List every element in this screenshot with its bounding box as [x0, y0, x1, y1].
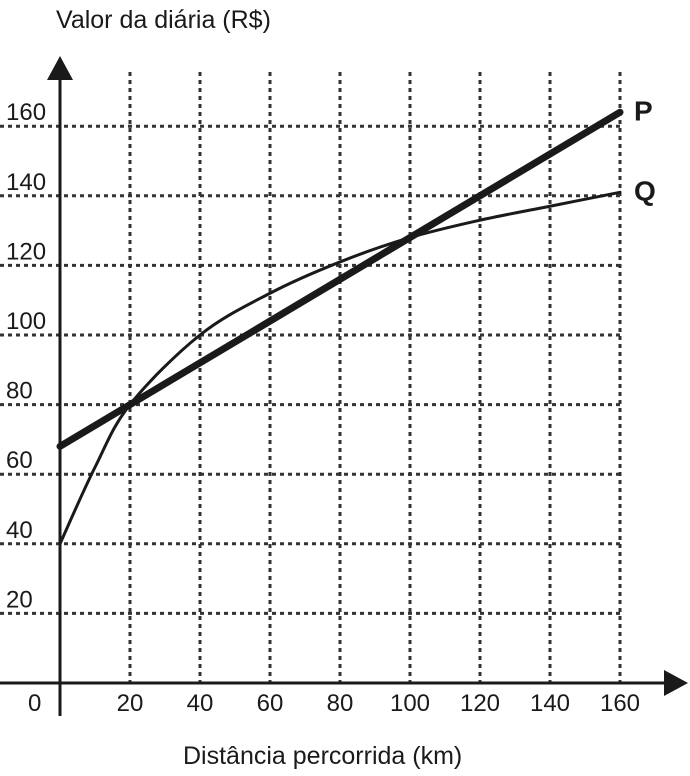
series: PQ: [56, 95, 656, 546]
y-tick-label: 80: [6, 378, 33, 405]
x-tick-label: 120: [460, 690, 500, 717]
y-tick-label: 140: [6, 169, 46, 196]
grid: [0, 72, 622, 683]
origin-label: 0: [28, 690, 41, 717]
x-tick-label: 40: [187, 690, 214, 717]
x-tick-label: 140: [530, 690, 570, 717]
y-axis-arrow: [47, 56, 73, 80]
series-line-q: [58, 190, 622, 546]
tick-labels: 20 40 60 80 100 120 140 160 20 40 60 80 100 120 140 160: [6, 99, 640, 717]
y-tick-label: 40: [6, 517, 33, 544]
y-tick-label: 60: [6, 447, 33, 474]
x-tick-label: 100: [390, 690, 430, 717]
y-tick-label: 120: [6, 238, 46, 265]
x-tick-label: 60: [257, 690, 284, 717]
y-tick-label: 160: [6, 99, 46, 126]
x-tick-label: 20: [117, 690, 144, 717]
series-line-p: [56, 108, 624, 450]
y-axis-label: Valor da diária (R$): [56, 6, 271, 34]
y-tick-label: 100: [6, 308, 46, 335]
axes: [0, 56, 688, 716]
series-label-p: P: [634, 95, 653, 126]
y-tick-label: 20: [6, 586, 33, 613]
series-label-q: Q: [634, 175, 656, 206]
x-axis-arrow: [664, 670, 688, 696]
x-tick-label: 80: [327, 690, 354, 717]
x-axis-label: Distância percorrida (km): [183, 742, 462, 770]
x-tick-label: 160: [600, 690, 640, 717]
